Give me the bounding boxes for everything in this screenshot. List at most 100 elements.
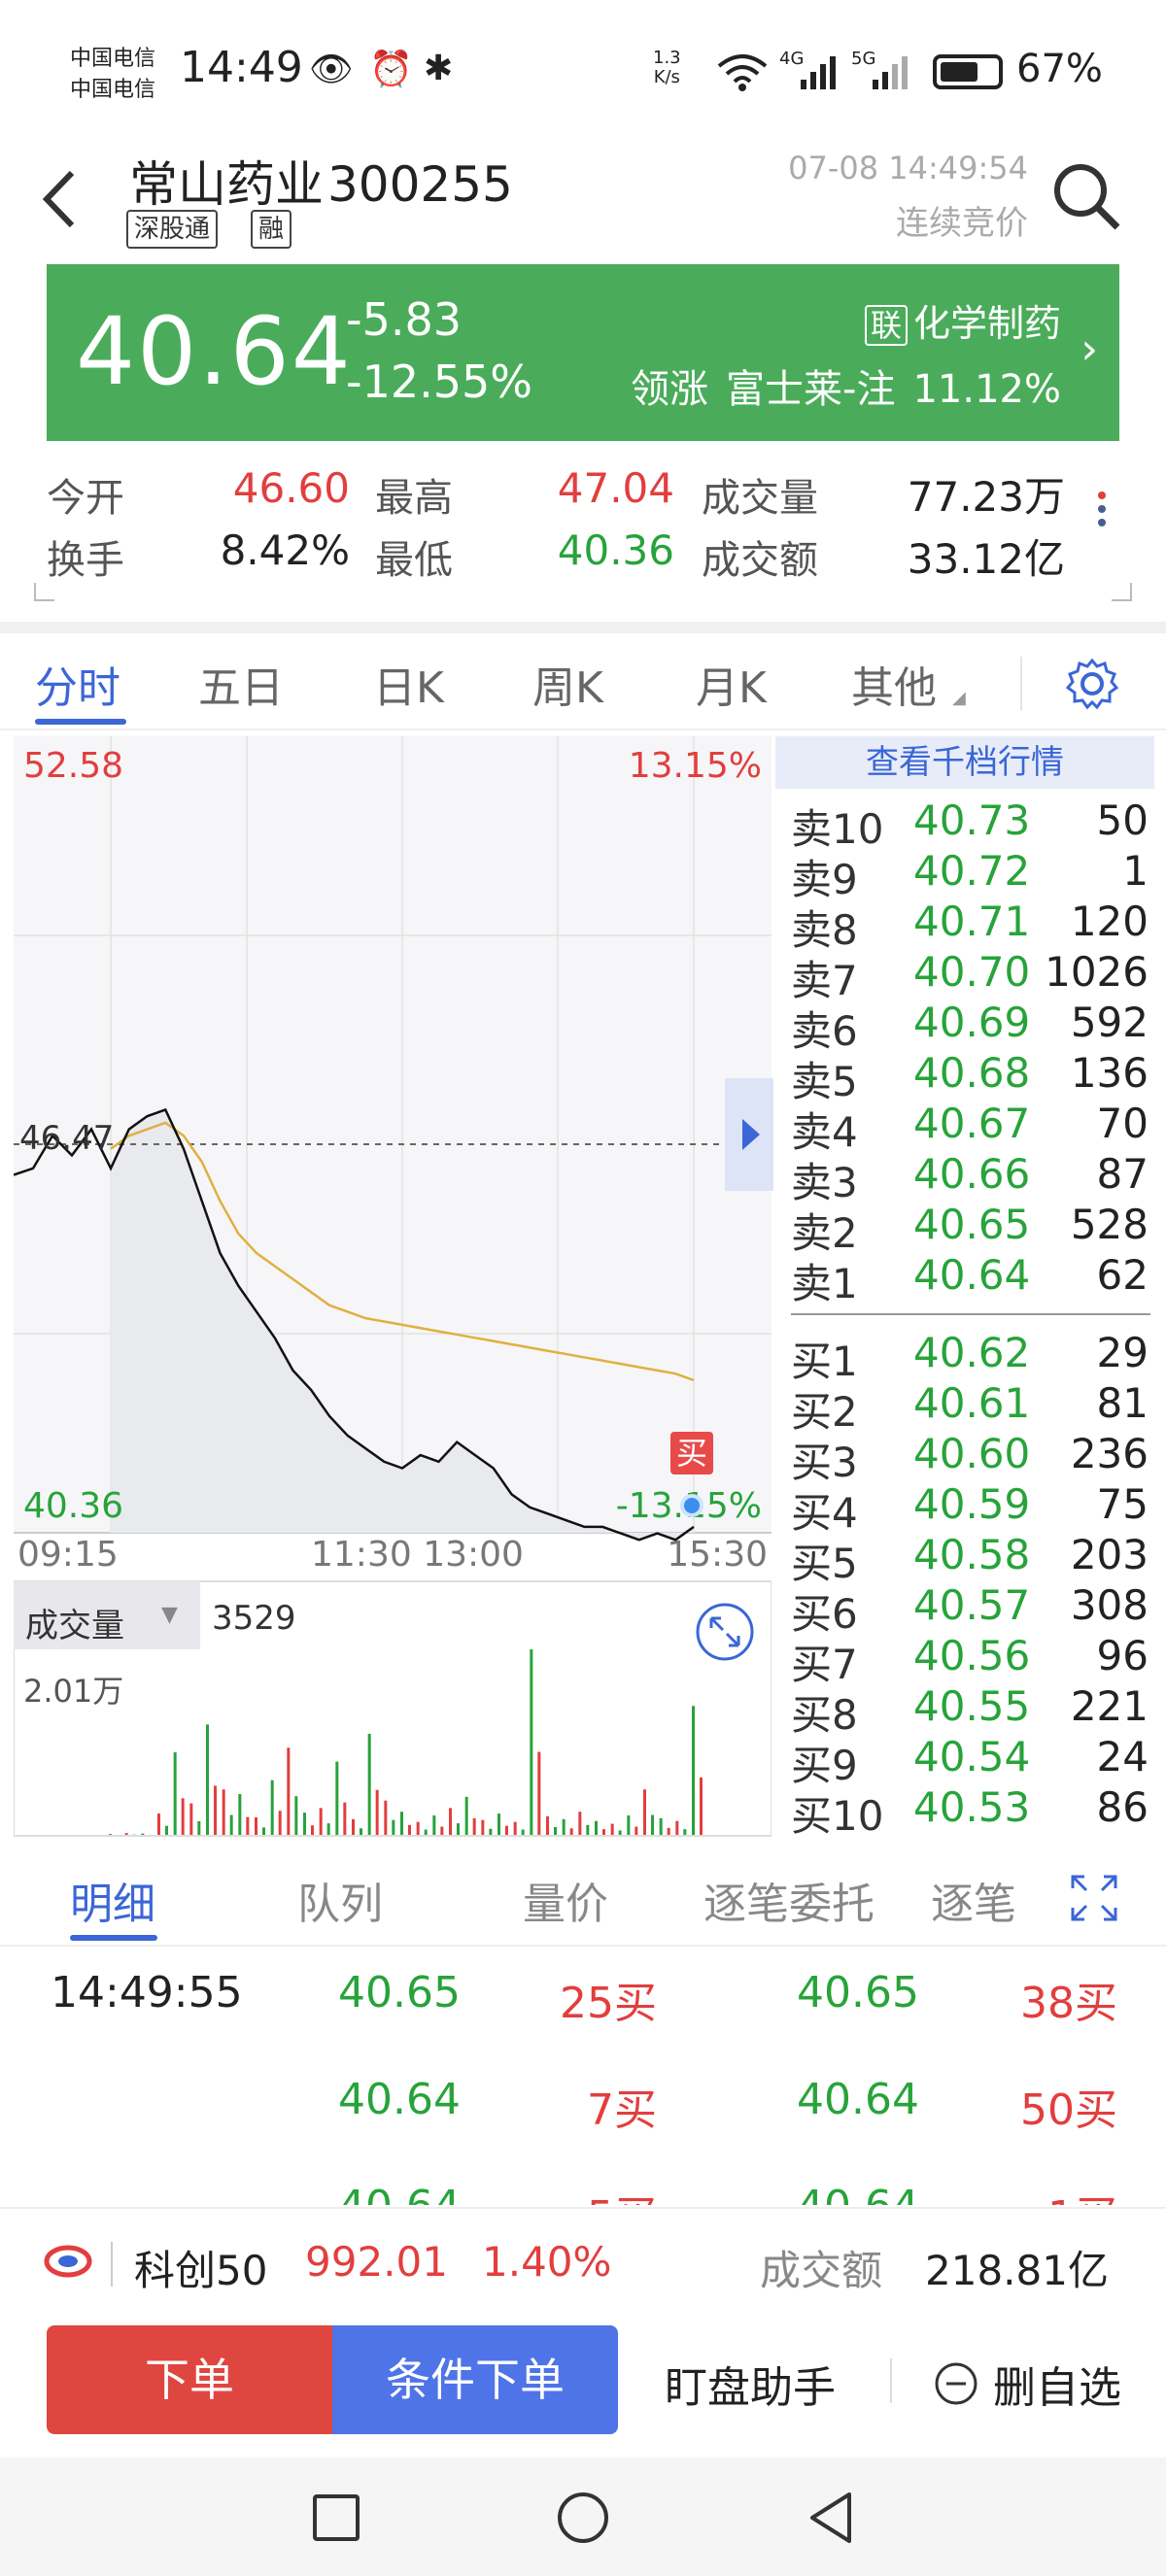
order-button[interactable]: 下单 (47, 2325, 332, 2434)
bid-level: 买8 (791, 1691, 858, 1739)
section-divider (0, 622, 1166, 633)
volume-selector[interactable]: 成交量 (25, 1607, 124, 1645)
ask-row[interactable]: 卖9 40.72 1 (775, 847, 1154, 903)
volume-bar (255, 1816, 257, 1836)
bid-row[interactable]: 买1 40.62 29 (775, 1329, 1154, 1385)
ask-level: 卖6 (791, 1007, 858, 1055)
expand-orderbook-button[interactable] (725, 1078, 773, 1191)
ask-row[interactable]: 卖2 40.65 528 (775, 1201, 1154, 1257)
bid-row[interactable]: 买7 40.56 96 (775, 1632, 1154, 1688)
tag-shenguton: 深股通 (126, 210, 219, 249)
ask-level: 卖7 (791, 957, 858, 1004)
index-amount-label: 成交额 (760, 2247, 883, 2294)
bid-row[interactable]: 买2 40.61 81 (775, 1379, 1154, 1436)
gear-icon[interactable] (1065, 657, 1119, 711)
tab-order-by-order[interactable]: 逐笔委托 (703, 1880, 874, 1929)
bid-price: 40.57 (913, 1581, 1031, 1629)
tab-5day[interactable]: 五日 (198, 663, 284, 713)
expand-icon[interactable] (1069, 1873, 1119, 1923)
volume-bar (440, 1826, 444, 1836)
sector-leader: 领涨 富士莱-注 11.12% (631, 357, 1061, 414)
x-label-end: 15:30 (667, 1535, 768, 1575)
stock-name: 常山药业 (129, 156, 324, 213)
back-button[interactable] (39, 165, 87, 243)
index-ticker-bar[interactable]: 科创50 992.01 1.40% 成交额 218.81亿 (0, 2207, 1166, 2314)
recent-apps-button[interactable] (311, 2492, 361, 2543)
ask-price: 40.69 (913, 999, 1031, 1046)
intraday-chart[interactable]: 52.58 13.15% 46.47 40.36 -13.15% 买 09:15… (13, 735, 773, 1846)
tab-detail[interactable]: 明细 (70, 1880, 155, 1929)
conditional-order-button[interactable]: 条件下单 (332, 2325, 618, 2434)
volume-bar (659, 1817, 663, 1836)
trading-status: 连续竞价 (896, 204, 1028, 243)
volume-bar (569, 1828, 573, 1836)
tab-monthly-k[interactable]: 月K (696, 663, 767, 713)
ask-row[interactable]: 卖7 40.70 1026 (775, 948, 1154, 1004)
watch-helper-button[interactable]: 盯盘助手 (665, 2363, 836, 2413)
ask-volume: 592 (1070, 999, 1149, 1046)
bid-level: 买9 (791, 1742, 858, 1789)
volume-bar (294, 1796, 298, 1836)
bid-row[interactable]: 买6 40.57 308 (775, 1581, 1154, 1638)
volume-bar (489, 1828, 493, 1836)
tab-daily-k[interactable]: 日K (373, 663, 444, 713)
ask-row[interactable]: 卖6 40.69 592 (775, 999, 1154, 1055)
current-price: 40.64 (76, 297, 353, 406)
back-nav-button[interactable] (806, 2491, 855, 2545)
ask-row[interactable]: 卖4 40.67 70 (775, 1100, 1154, 1156)
tab-weekly-k[interactable]: 周K (532, 663, 603, 713)
ask-volume: 50 (1096, 797, 1149, 844)
bid-price: 40.62 (913, 1329, 1031, 1376)
tick-vol-2: 50买 (1020, 2085, 1117, 2135)
volume-bar (400, 1812, 403, 1836)
tab-intraday[interactable]: 分时 (35, 663, 120, 713)
ask-row[interactable]: 卖1 40.64 62 (775, 1251, 1154, 1307)
tab-queue[interactable]: 队列 (297, 1880, 383, 1929)
ask-level: 卖10 (791, 805, 884, 853)
bid-row[interactable]: 买9 40.54 24 (775, 1733, 1154, 1789)
bid-row[interactable]: 买5 40.58 203 (775, 1531, 1154, 1587)
bid-level: 买2 (791, 1388, 858, 1436)
bid-price: 40.54 (913, 1733, 1031, 1780)
search-icon[interactable] (1049, 159, 1123, 233)
index-pct: 1.40% (482, 2238, 612, 2286)
bid-row[interactable]: 买4 40.59 75 (775, 1480, 1154, 1537)
remove-watchlist-button[interactable]: 删自选 (993, 2363, 1121, 2413)
buy-marker[interactable]: 买 (670, 1432, 713, 1474)
volume-bar (667, 1827, 670, 1836)
more-dots-button[interactable] (1094, 486, 1110, 554)
ask-price: 40.72 (913, 847, 1031, 895)
tab-volume-price[interactable]: 量价 (523, 1880, 608, 1929)
ask-level: 卖1 (791, 1260, 858, 1307)
bid-row[interactable]: 买10 40.53 86 (775, 1783, 1154, 1840)
volume-bar (222, 1789, 225, 1836)
full-depth-button[interactable]: 查看千档行情 (775, 736, 1154, 789)
price-banner[interactable]: 40.64 -5.83 -12.55% 联化学制药 领涨 富士莱-注 11.12% … (47, 264, 1119, 441)
play-right-icon (742, 1119, 760, 1150)
volume-bar (352, 1818, 355, 1836)
price-area (111, 1109, 694, 1541)
ask-price: 40.65 (913, 1201, 1031, 1248)
tab-trade-by-trade[interactable]: 逐笔 (931, 1880, 1016, 1929)
volume-bars (109, 1649, 703, 1836)
ask-row[interactable]: 卖5 40.68 136 (775, 1049, 1154, 1105)
ask-volume: 1026 (1045, 948, 1149, 996)
bid-row[interactable]: 买3 40.60 236 (775, 1430, 1154, 1486)
bid-volume: 221 (1070, 1682, 1149, 1730)
price-change-pct: -12.55% (346, 356, 532, 408)
volume-bar (408, 1824, 411, 1836)
home-button[interactable] (556, 2491, 610, 2545)
volume-bar (602, 1829, 605, 1836)
index-name: 科创50 (134, 2247, 268, 2294)
bid-volume: 29 (1096, 1329, 1149, 1376)
tab-other[interactable]: 其他 (851, 663, 937, 713)
chart-tabs: 分时 五日 日K 周K 月K 其他 ◢ (0, 633, 1166, 730)
bid-row[interactable]: 买8 40.55 221 (775, 1682, 1154, 1739)
ask-row[interactable]: 卖3 40.66 87 (775, 1150, 1154, 1206)
fullscreen-toggle-icon[interactable] (694, 1601, 756, 1663)
volume-bar (229, 1814, 233, 1836)
ask-row[interactable]: 卖10 40.73 50 (775, 797, 1154, 853)
ask-row[interactable]: 卖8 40.71 120 (775, 898, 1154, 954)
volume-bar (586, 1824, 590, 1836)
volume-bar (643, 1789, 646, 1836)
